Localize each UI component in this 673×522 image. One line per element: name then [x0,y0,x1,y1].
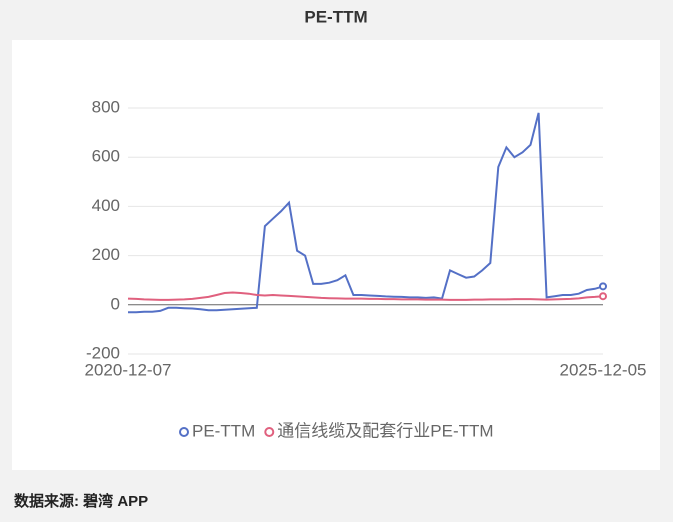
series-line [128,112,604,314]
x-tick-label: 2025-12-05 [560,360,647,379]
series-line [127,291,604,301]
source: 数据来源: 碧湾 APP [14,492,148,510]
legend-marker [179,427,189,437]
legend-label: PE-TTM [192,421,255,440]
y-tick-label: 0 [111,294,120,313]
y-tick-label: 800 [92,97,120,116]
y-tick-label: -200 [86,343,120,362]
end-marker [599,292,607,301]
legend-label: 通信线缆及配套行业PE-TTM [277,421,493,440]
y-tick-label: 200 [92,245,120,264]
x-tick-label: 2020-12-07 [85,360,172,379]
panel [12,40,660,470]
legend-marker [264,427,275,437]
y-tick-label: 600 [92,147,120,166]
chart-title: PE-TTM [304,7,367,26]
end-marker [599,282,607,291]
y-tick-label: 400 [92,196,120,215]
